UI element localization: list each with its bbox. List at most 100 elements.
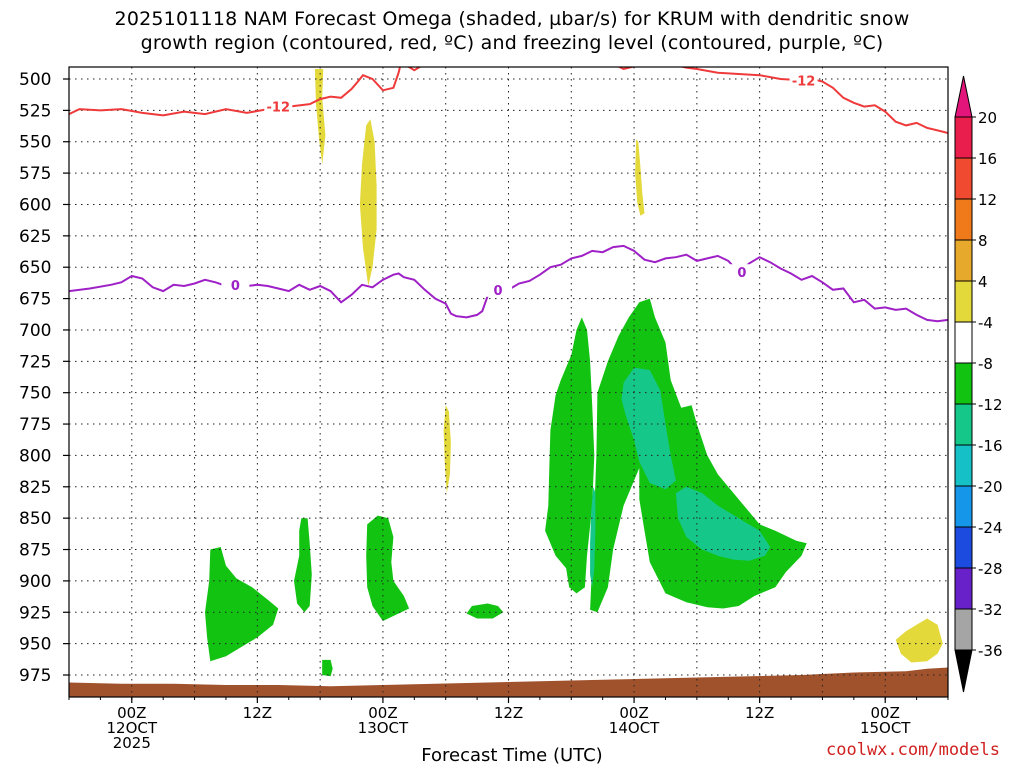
y-tick-label: 825 (19, 478, 51, 498)
colorbar-band (954, 526, 973, 569)
y-tick-label: 775 (19, 415, 51, 435)
grid-lines (68, 67, 949, 697)
colorbar-label: -12 (978, 396, 1003, 414)
contour-label-bg (727, 264, 756, 280)
x-tick-label: 2025 (113, 734, 151, 752)
y-tick-label: 650 (19, 258, 51, 278)
contour-line-0 (69, 67, 401, 117)
omega-region-7 (366, 515, 410, 621)
colorbar-label: -8 (978, 355, 993, 373)
colorbar-label: -4 (978, 314, 993, 332)
colorbar-band (954, 608, 973, 651)
chart-title-line-2: growth region (contoured, red, ºC) and f… (140, 32, 884, 54)
terrain-fill (69, 667, 948, 697)
chart-title-line-1: 2025101118 NAM Forecast Omega (shaded, µ… (114, 8, 910, 30)
y-tick-label: 625 (19, 227, 51, 247)
y-axis-ticks: 500 525 550 575 600 625 650 675 700 725 750 775 800 8… (19, 70, 69, 686)
contour-label-bg (221, 276, 250, 292)
contour-label-bg (484, 281, 513, 297)
contour-label: 0 (231, 279, 240, 294)
colorbar-label: 12 (978, 191, 997, 209)
colorbar-label: -16 (978, 437, 1003, 455)
y-tick-label: 725 (19, 352, 51, 372)
colorbar-band (954, 239, 973, 282)
x-tick-label: 00Z (871, 704, 900, 722)
omega-region-8 (466, 603, 504, 619)
omega-region-14 (590, 486, 596, 588)
omega-region-13 (675, 486, 771, 561)
omega-region-12 (621, 367, 676, 490)
y-tick-label: 850 (19, 509, 51, 529)
x-tick-label: 12OCT (107, 719, 158, 737)
contour-lines: -12 -12 0 0 0 (69, 67, 948, 323)
colorbar-bottom-arrow (954, 649, 973, 693)
y-tick-label: 875 (19, 541, 51, 561)
y-tick-label: 575 (19, 164, 51, 184)
colorbar-band (954, 321, 973, 364)
x-tick-label: 00Z (619, 704, 648, 722)
x-tick-label: 12Z (494, 704, 523, 722)
y-tick-label: 525 (19, 101, 51, 121)
colorbar-label: 4 (978, 273, 988, 291)
omega-region-0 (314, 69, 326, 165)
colorbar-band (954, 485, 973, 528)
credit-text: coolwx.com/models (826, 740, 1000, 760)
x-tick-label: 15OCT (860, 719, 911, 737)
y-tick-label: 950 (19, 635, 51, 655)
colorbar-band (954, 198, 973, 241)
colorbar-band (954, 280, 973, 323)
contour-label-bg (264, 98, 293, 114)
colorbar-label: -32 (978, 601, 1003, 619)
colorbar-label: 16 (978, 150, 997, 168)
x-tick-label: 00Z (368, 704, 397, 722)
y-tick-label: 550 (19, 133, 51, 153)
colorbar: 20 16 12 8 4 -4 -8 -12 -16 -20 -24 -28 -32 -36 (954, 75, 1003, 693)
contour-label: 0 (494, 284, 503, 299)
omega-region-9 (322, 659, 333, 677)
colorbar-label: -20 (978, 478, 1003, 496)
omega-region-6 (294, 518, 312, 613)
omega-region-11 (590, 298, 807, 613)
omega-shading (205, 69, 943, 677)
terrain-polygon (69, 667, 948, 697)
x-tick-label: 12Z (243, 704, 272, 722)
colorbar-band (954, 403, 973, 446)
colorbar-label: -36 (978, 642, 1003, 660)
colorbar-label: 20 (978, 109, 997, 127)
x-axis-label: Forecast Time (UTC) (421, 745, 603, 766)
colorbar-top-arrow (954, 75, 973, 118)
x-tick-label: 12Z (745, 704, 774, 722)
colorbar-band (954, 362, 973, 405)
colorbar-label: 8 (978, 232, 988, 250)
contour-segment-0-1 (617, 67, 637, 71)
colorbar-band (954, 157, 973, 200)
colorbar-band (954, 116, 973, 159)
x-tick-label: 00Z (117, 704, 146, 722)
contour-label: -12 (792, 74, 816, 89)
contour-label-bg (789, 72, 818, 88)
colorbar-label: -24 (978, 519, 1003, 537)
colorbar-label: -28 (978, 560, 1003, 578)
omega-region-10 (545, 317, 595, 594)
omega-region-2 (635, 139, 645, 216)
colorbar-band (954, 444, 973, 487)
y-tick-label: 800 (19, 446, 51, 466)
x-tick-label: 13OCT (358, 719, 409, 737)
omega-region-5 (205, 547, 279, 662)
y-tick-label: 925 (19, 603, 51, 623)
contour-segment-0-2 (679, 67, 948, 134)
y-tick-label: 750 (19, 384, 51, 404)
y-tick-label: 900 (19, 572, 51, 592)
contour-segment-0-0 (407, 67, 422, 72)
y-tick-label: 975 (19, 666, 51, 686)
x-tick-label: 14OCT (609, 719, 660, 737)
omega-region-3 (443, 405, 451, 494)
y-tick-label: 675 (19, 290, 51, 310)
colorbar-band (954, 567, 973, 610)
contour-label: 0 (737, 266, 746, 281)
omega-region-4 (895, 618, 943, 663)
y-tick-label: 500 (19, 70, 51, 90)
omega-region-1 (359, 119, 377, 286)
